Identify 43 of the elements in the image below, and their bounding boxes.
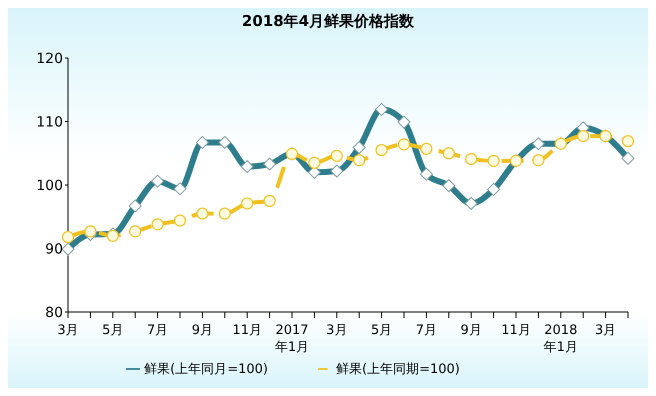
x-tick-label: 11月 [501, 323, 531, 338]
y-tick-label: 120 [36, 50, 63, 67]
chart-title: 2018年4月鲜果价格指数 [240, 11, 416, 32]
y-tick-label: 90 [45, 241, 63, 258]
point [174, 214, 186, 227]
point [398, 138, 410, 150]
x-tick-label: 7月 [416, 323, 438, 338]
point [264, 194, 276, 207]
point [465, 152, 478, 166]
point [488, 154, 500, 167]
point [532, 154, 544, 166]
point [420, 142, 432, 155]
x-tick-label: 3月 [594, 323, 616, 338]
point [196, 207, 208, 220]
y-tick-label: 100 [36, 178, 63, 194]
point [308, 156, 320, 169]
point [152, 218, 164, 230]
x-tick-label: 5月 [370, 323, 392, 338]
x-tick-label: 9月 [192, 323, 214, 338]
x-tick-label: 2018 年1月 [544, 323, 578, 355]
x-tick-label: 5月 [102, 323, 124, 338]
point [622, 135, 634, 148]
point [330, 150, 343, 162]
point [353, 154, 366, 166]
point [241, 197, 254, 210]
x-tick-label: 7月 [146, 323, 168, 338]
point [106, 230, 119, 242]
point [129, 225, 142, 238]
y-tick-label: 80 [45, 304, 63, 321]
x-tick-label: 11月 [232, 323, 262, 338]
point [218, 207, 231, 220]
x-tick-label: 9月 [460, 323, 482, 338]
legend-label: 鲜果(上年同期=100) [336, 362, 460, 377]
y-tick-label: 110 [36, 114, 63, 130]
point [577, 130, 590, 142]
point [84, 225, 96, 238]
x-tick-label: 2017 年1月 [274, 323, 310, 355]
point [376, 144, 388, 156]
legend-label: 鲜果(上年同月=100) [144, 362, 268, 377]
point [442, 147, 455, 160]
x-tick-label: 3月 [57, 323, 79, 338]
point [62, 230, 74, 244]
x-tick-label: 3月 [326, 323, 348, 338]
